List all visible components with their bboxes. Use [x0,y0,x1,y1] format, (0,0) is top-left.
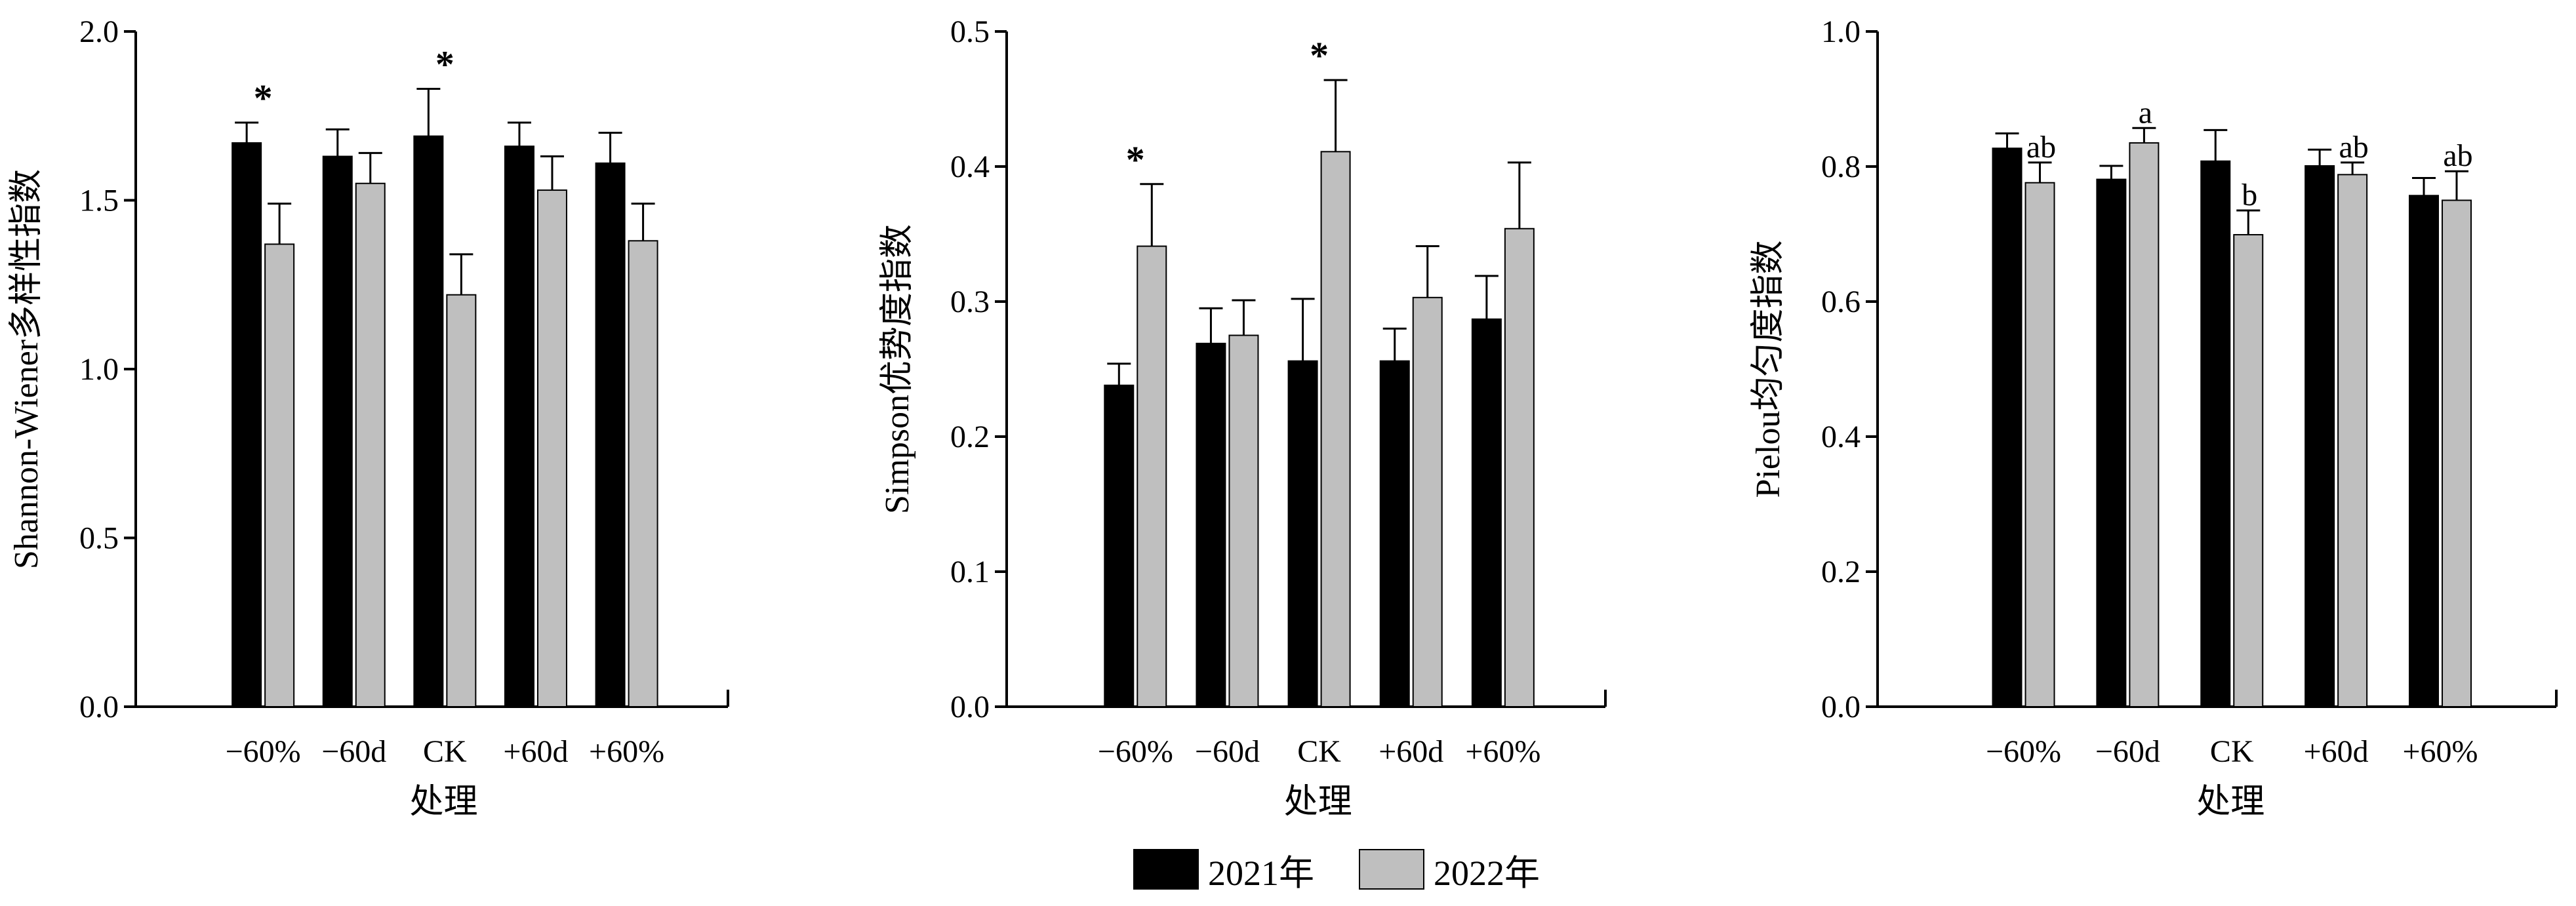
y-tick-label: 0.0 [950,690,990,724]
bar-2022 [2233,234,2264,707]
bar-2022 [2129,142,2160,707]
x-axis-title: 处理 [2196,783,2264,821]
x-tick-label: −60% [1986,734,2061,769]
y-tick-label: 0.5 [79,521,119,556]
significance-star: * [1310,34,1329,77]
y-tick-label: 0.6 [1821,285,1861,319]
significance-letter: ab [2026,130,2056,165]
chart-panel-2: 0.0 0.1 0.2 0.3 0.4 0.5 Simpson优势度指数 −60% −60d CK… [879,14,1607,821]
bar-2021 [1287,360,1318,707]
bar-2022 [355,182,386,707]
x-tick-label: −60d [1195,734,1260,769]
y-axis-title: Shannon-Wiener多样性指数 [8,169,45,569]
x-tick-label: +60d [503,734,568,769]
significance-star: * [435,43,454,86]
bar-2021 [1379,360,1410,707]
bar-2021 [2304,165,2335,708]
y-tick-label: 0.0 [79,690,119,724]
bar-2022 [2337,174,2368,707]
bar-2021 [2200,160,2231,707]
bar-2022 [1504,227,1535,707]
significance-letter: ab [2339,130,2368,165]
significance-star: * [254,77,273,119]
bar-2022 [628,240,658,707]
y-tick-label: 1.0 [1821,14,1861,49]
bar-2021 [413,135,444,707]
chart-panel-1: 0.0 0.5 1.0 1.5 2.0 Shannon-Wiener多样性指数 −60% −6… [8,14,729,821]
x-tick-label: +60% [589,734,664,769]
bar-2022 [1412,296,1443,707]
y-tick-label: 0.4 [1821,420,1861,454]
y-tick-label: 1.5 [79,184,119,218]
x-tick-label: −60d [2095,734,2160,769]
x-tick-label: +60% [2402,734,2478,769]
bar-2021 [1992,148,2023,707]
x-tick-label: +60d [2304,734,2369,769]
x-tick-label: +60d [1379,734,1443,769]
bar-2022 [446,294,477,707]
significance-letter: b [2242,178,2257,212]
y-tick-label: 0.8 [1821,149,1861,184]
x-axis-title: 处理 [410,783,478,821]
legend-label-2021: 2021年 [1208,853,1314,893]
y-axis-title: Pielou均匀度指数 [1750,241,1787,498]
charts-svg: 0.0 0.5 1.0 1.5 2.0 Shannon-Wiener多样性指数 −60% −6… [8,14,2558,821]
significance-letter: a [2139,95,2152,130]
legend: 2021年 2022年 [1133,843,1540,896]
legend-swatch-2022 [1359,849,1424,890]
legend-label-2022: 2022年 [1434,853,1540,893]
y-tick-label: 0.0 [1821,690,1861,724]
bar-2021 [504,146,534,708]
bar-2021 [595,162,626,708]
y-axis-title: Simpson优势度指数 [879,224,916,514]
x-axis-title: 处理 [1284,783,1352,821]
legend-swatch-2021 [1133,849,1199,890]
y-tick-label: 0.4 [950,149,990,184]
bar-2022 [2442,199,2472,707]
x-tick-label: CK [423,734,467,769]
x-tick-label: +60% [1465,734,1540,769]
legend-item-2021: 2021年 [1133,844,1314,896]
y-tick-label: 2.0 [79,14,119,49]
chart-panel-3: 0.0 0.2 0.4 0.6 0.8 1.0 Pielou均匀度指数 −60% −60d CK +… [1750,14,2558,821]
bar-2021 [2409,195,2440,708]
significance-star: * [1126,138,1145,181]
bar-2022 [264,243,295,707]
bar-2021 [322,155,353,708]
y-tick-label: 0.2 [1821,555,1861,589]
y-tick-label: 1.0 [79,352,119,387]
bar-2022 [1320,151,1351,707]
x-tick-label: −60d [321,734,386,769]
x-tick-label: −60% [226,734,301,769]
legend-item-2022: 2022年 [1359,844,1540,896]
x-tick-label: −60% [1098,734,1173,769]
bar-2021 [1104,384,1135,707]
x-tick-label: CK [2210,734,2254,769]
y-tick-label: 0.1 [950,555,990,589]
bar-2021 [2096,178,2127,707]
significance-letter: ab [2443,138,2472,173]
y-tick-label: 0.3 [950,285,990,319]
y-tick-label: 0.5 [950,14,990,49]
bar-2021 [231,142,262,707]
bar-2021 [1471,318,1502,707]
bar-2022 [1137,245,1167,708]
bar-2021 [1196,342,1226,707]
x-tick-label: CK [1297,734,1341,769]
bar-2022 [536,189,567,707]
bar-2022 [2024,182,2055,708]
bar-2022 [1228,334,1259,707]
y-tick-label: 0.2 [950,420,990,454]
